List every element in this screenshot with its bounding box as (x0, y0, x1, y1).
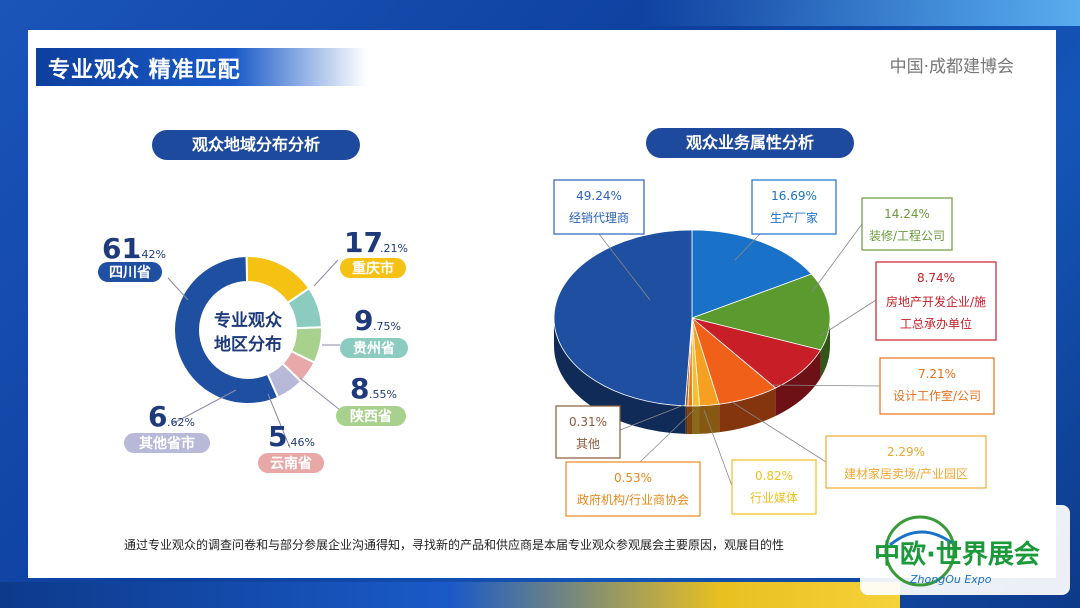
pie3d-value-5: 2.29% (887, 445, 925, 459)
pie3d-value-7: 0.53% (614, 471, 652, 485)
donut-label-5: 其他省市 (139, 435, 195, 452)
pie3d-slice-0 (553, 229, 693, 407)
donut-value-int-1: 17 (344, 226, 383, 259)
chart1-title-pill: 观众地域分布分析 (152, 130, 360, 160)
pie3d-value-8: 0.31% (569, 415, 607, 429)
donut-center-line1: 专业观众 (214, 310, 283, 331)
chart2-title: 观众业务属性分析 (685, 133, 814, 152)
pie3d-leader-7 (639, 409, 695, 463)
pie3d-value-6: 0.82% (755, 469, 793, 483)
pie3d-label-5: 建材家居卖场/产业园区 (844, 466, 968, 481)
footnote-text: 通过专业观众的调查问卷和与部分参展企业沟通得知，寻找新的产品和供应商是本届专业观… (124, 538, 785, 552)
donut-value-dec-0: .42% (138, 248, 166, 261)
pie3d-box-7 (565, 461, 701, 517)
pie3d-box-0 (553, 179, 645, 235)
pie3d-label-7: 政府机构/行业商协会 (577, 492, 689, 507)
pie3d-leader-2 (811, 223, 863, 293)
pie3d-leader-1 (734, 233, 761, 261)
frame-stripe-top (640, 0, 1080, 26)
pie3d-box-1 (751, 179, 837, 235)
donut-leader-5 (171, 389, 237, 425)
chart2-title-pill: 观众业务属性分析 (646, 128, 854, 158)
pie3d-side-7 (687, 405, 693, 434)
donut-badge-5 (124, 433, 210, 453)
logo-text: 中欧·世界展会 (874, 539, 1040, 570)
expo-logo: 中欧·世界展会 ZhongOu Expo (860, 505, 1070, 595)
pie3d-leader-8 (619, 404, 685, 431)
donut-label-4: 云南省 (270, 455, 312, 472)
pie3d-side-2 (820, 318, 830, 378)
donut-value-dec-4: .46% (287, 436, 315, 449)
page-title: 专业观众 精准匹配 (48, 58, 241, 83)
pie3d-side-5 (699, 404, 720, 434)
donut-leader-0 (167, 277, 189, 301)
pie3d-value-2: 14.24% (884, 207, 930, 221)
donut-leader-3 (299, 377, 341, 411)
pie3d-label-4: 设计工作室/公司 (893, 388, 981, 403)
donut-value-int-0: 61 (102, 232, 141, 265)
pie3d-label-8: 其他 (576, 437, 600, 451)
pie3d-box-6 (731, 459, 817, 515)
pie3d-box-5 (825, 435, 987, 489)
pie3d-leader-6 (703, 409, 733, 487)
donut-value-dec-1: .21% (380, 242, 408, 255)
pie3d-label-6: 行业媒体 (750, 491, 798, 505)
pie3d-label-2: 装修/工程公司 (869, 228, 945, 243)
pie3d-leader-3 (819, 299, 877, 337)
pie3d-leader-5 (731, 401, 827, 463)
pie3d-leader-4 (771, 384, 881, 387)
donut-badge-2 (340, 338, 408, 358)
brand-name: 中国·成都建博会 (889, 57, 1014, 77)
pie3d-value-0: 49.24% (576, 189, 622, 203)
donut-value-int-5: 6 (148, 400, 167, 433)
logo-subtext: ZhongOu Expo (909, 573, 992, 586)
donut-label-3: 陕西省 (350, 408, 392, 425)
chart1-title: 观众地域分布分析 (191, 135, 320, 154)
donut-label-2: 贵州省 (353, 340, 395, 357)
donut-center-line2: 地区分布 (214, 334, 282, 355)
pie3d-slice-1 (691, 229, 813, 319)
pie3d-box-8 (555, 405, 621, 459)
donut-label-0: 四川省 (109, 264, 151, 281)
donut-slice-0 (173, 254, 280, 405)
pie3d-label-0: 经销代理商 (569, 210, 629, 225)
pie3d-side-8 (685, 405, 688, 434)
donut-value-dec-3: .55% (369, 388, 397, 401)
donut-value-int-2: 9 (354, 304, 373, 337)
pie3d-box-2 (861, 197, 953, 251)
pie3d-slice-2 (690, 273, 831, 351)
donut-leader-1 (313, 259, 339, 287)
pie3d-chart: 49.24% 经销代理商 16.69% 生产厂家 14.24% 装修/工程公司 8.74% 房… (553, 179, 997, 517)
donut-label-1: 重庆市 (352, 260, 394, 277)
pie3d-side-3 (775, 349, 821, 417)
donut-value-dec-5: .62% (167, 416, 195, 429)
donut-value-int-4: 5 (268, 420, 287, 453)
donut-leader-4 (267, 393, 291, 449)
pie3d-leader-0 (598, 233, 651, 301)
title-bar (36, 48, 366, 86)
frame-stripe-bottom (0, 582, 900, 608)
pie3d-value-4: 7.21% (918, 367, 956, 381)
pie3d-side-0 (554, 318, 686, 434)
pie3d-value-3: 8.74% (917, 271, 955, 285)
donut-badge-3 (336, 406, 406, 426)
pie3d-box-4 (879, 357, 995, 415)
donut-badge-0 (98, 262, 162, 282)
donut-badge-1 (340, 258, 406, 278)
pie3d-label-3: 房地产开发企业/施工总承办单位 (886, 294, 986, 331)
pie3d-value-1: 16.69% (771, 189, 817, 203)
pie3d-label-1: 生产厂家 (770, 210, 818, 225)
donut-value-dec-2: .75% (373, 320, 401, 333)
donut-badge-4 (258, 453, 324, 473)
pie3d-side-6 (692, 405, 700, 434)
pie3d-box-3 (875, 261, 997, 341)
donut-value-int-3: 8 (350, 372, 369, 405)
